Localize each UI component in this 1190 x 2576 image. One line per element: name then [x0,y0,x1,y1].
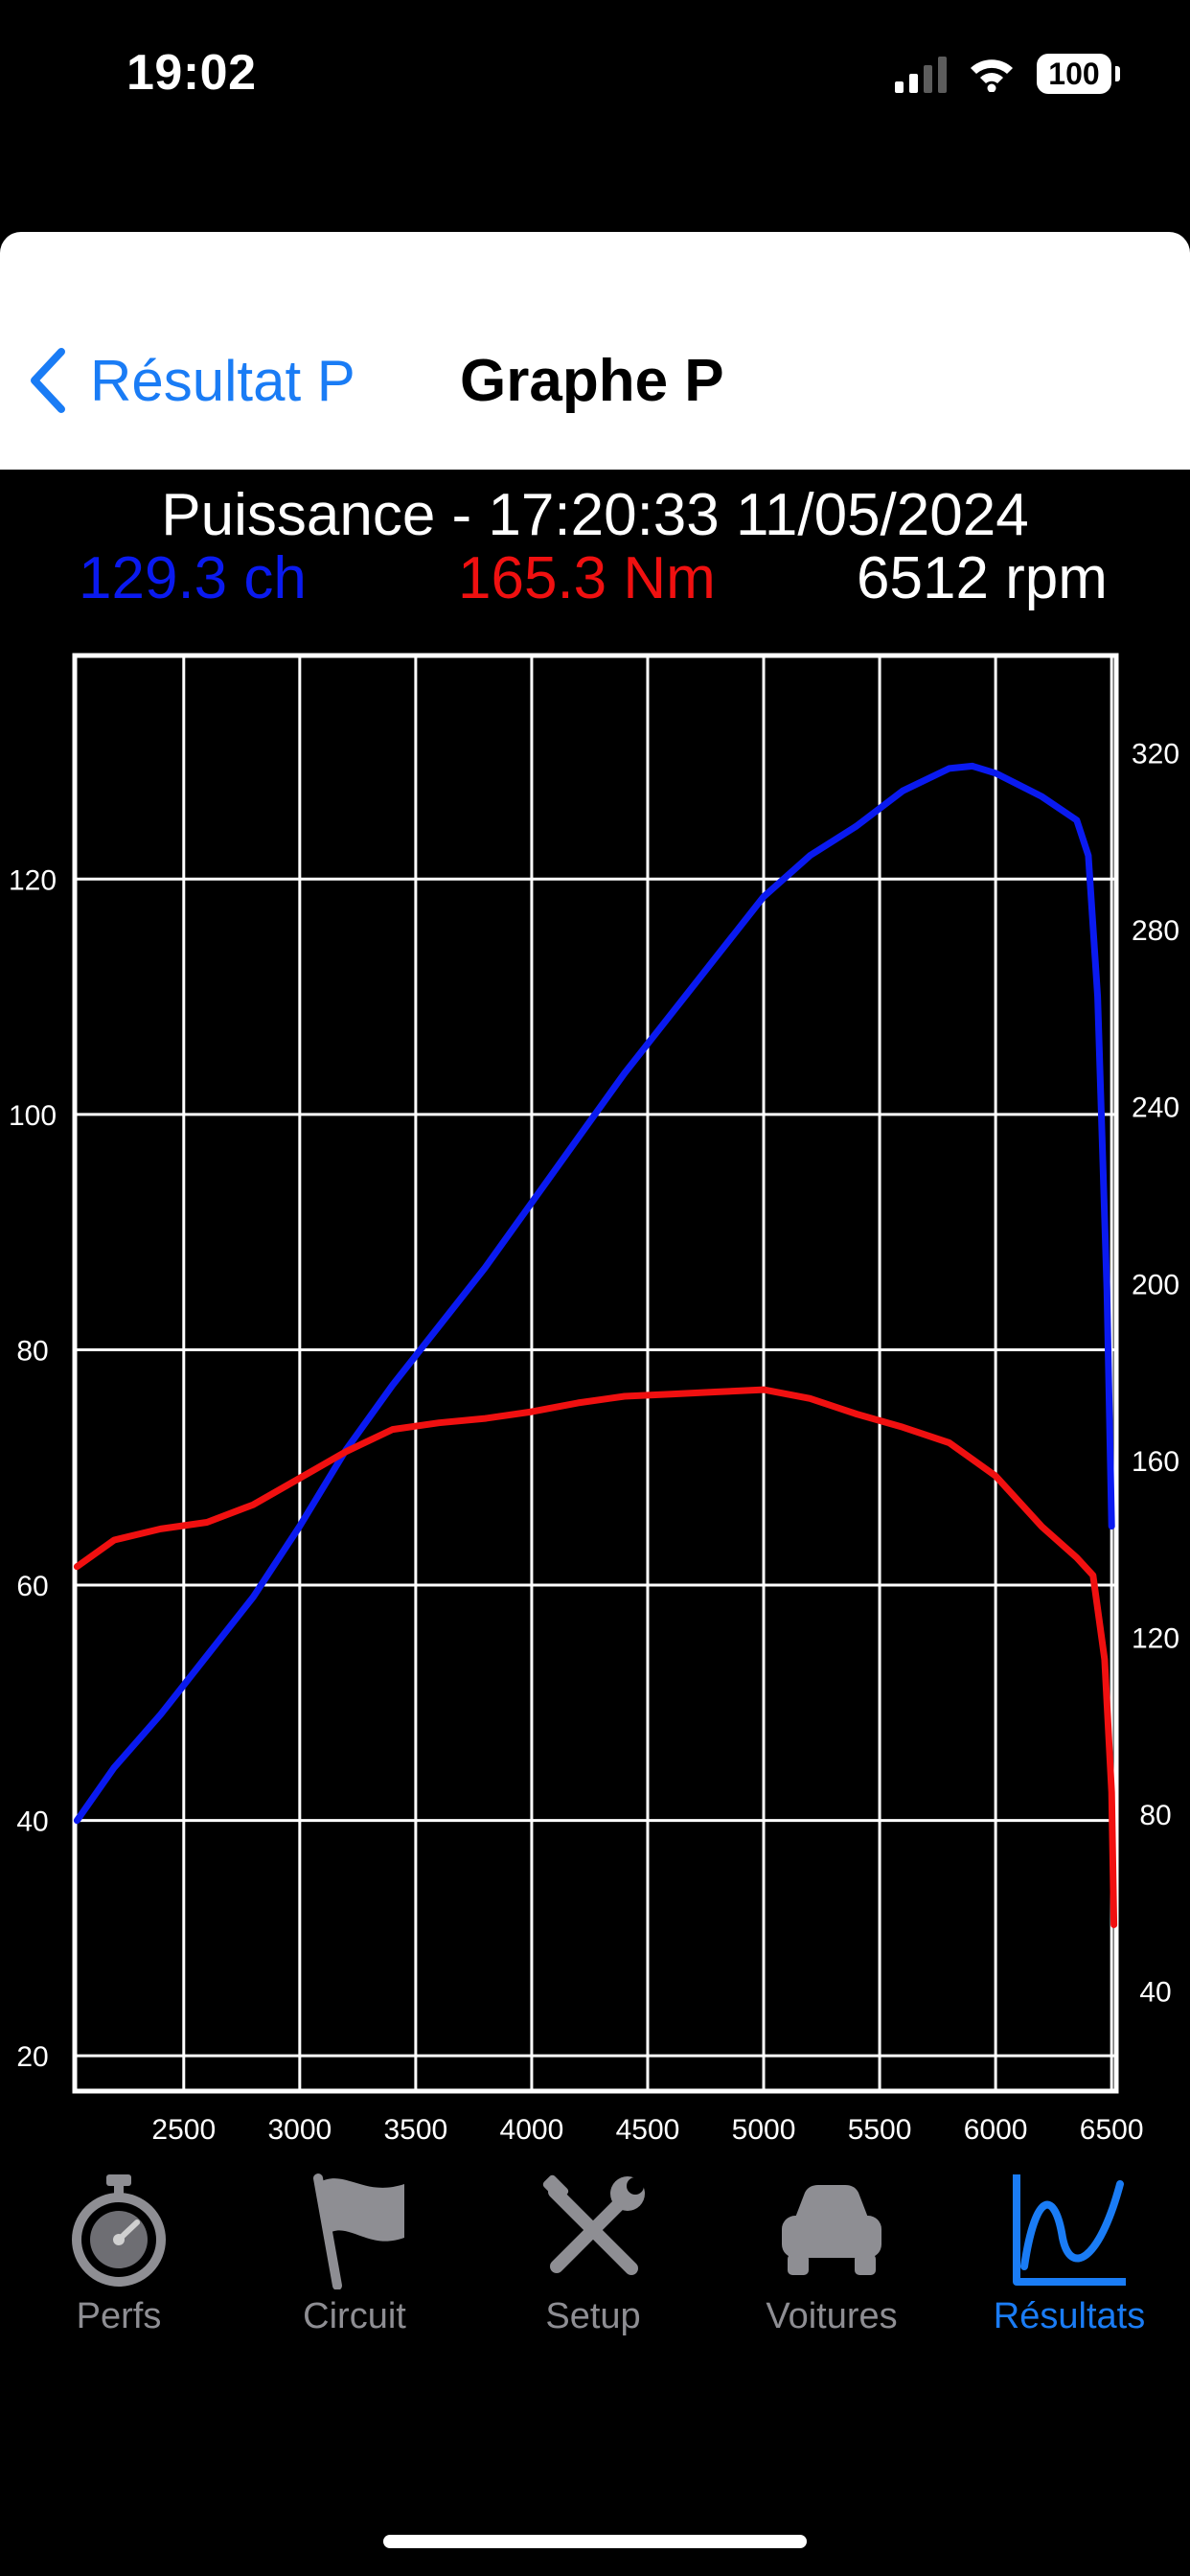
right-tick-label: 280 [1132,915,1179,947]
wifi-icon [971,59,1013,92]
left-tick-label: 80 [16,1335,48,1367]
chart-title: Puissance - 17:20:33 11/05/2024 [161,482,1029,548]
tab-setup-label: Setup [545,2296,641,2336]
x-tick-label: 6500 [1080,2114,1144,2146]
x-tick-label: 2500 [151,2114,216,2146]
x-tick-label: 5500 [848,2114,912,2146]
navigation-bar: Résultat P Graphe P [0,232,1190,470]
torque-readout: 165.3 Nm [458,545,716,611]
x-tick-label: 6000 [964,2114,1028,2146]
right-tick-label: 40 [1139,1977,1171,2009]
chevron-left-icon [31,348,65,413]
power-curve [73,762,1115,1825]
home-indicator [383,2535,807,2548]
tools-icon [542,2174,645,2275]
tab-perfs-label: Perfs [76,2296,162,2336]
left-tick-label: 60 [16,1571,48,1602]
right-tick-label: 160 [1132,1446,1179,1478]
back-button-label: Résultat P [90,348,355,413]
x-tick-label: 3000 [267,2114,332,2146]
x-tick-label: 3500 [384,2114,448,2146]
left-tick-label: 100 [9,1100,57,1132]
tab-voitures[interactable]: Voitures [726,2168,937,2337]
left-tick-label: 20 [16,2041,48,2073]
power-readout: 129.3 ch [79,545,307,611]
tab-resultats[interactable]: Résultats [964,2168,1175,2337]
x-tick-label: 5000 [732,2114,796,2146]
right-tick-label: 240 [1132,1092,1179,1124]
tab-circuit-label: Circuit [303,2296,406,2336]
stopwatch-icon [72,2174,166,2287]
left-tick-label: 120 [9,864,57,896]
torque-curve [73,1386,1118,1928]
car-icon [782,2185,881,2275]
tab-voitures-label: Voitures [766,2296,898,2336]
x-tick-label: 4000 [500,2114,564,2146]
back-button[interactable]: Résultat P [29,347,355,414]
right-tick-label: 320 [1132,739,1179,770]
tab-circuit[interactable]: Circuit [249,2168,460,2337]
flag-icon [313,2174,404,2289]
page-title: Graphe P [460,348,724,414]
cellular-signal-icon [895,55,947,93]
power-torque-chart: 2500 3000 3500 4000 4500 5000 5500 6000 6500 20 40… [9,653,1179,2146]
rpm-readout: 6512 rpm [857,545,1108,611]
plot-area [72,653,1119,2094]
right-tick-label: 120 [1132,1623,1179,1655]
tab-setup[interactable]: Setup [488,2168,698,2337]
right-tick-label: 80 [1139,1800,1171,1831]
battery-icon: 100 [1037,54,1120,94]
x-tick-label: 4500 [616,2114,680,2146]
tab-resultats-label: Résultats [993,2296,1146,2336]
left-tick-label: 40 [16,1806,48,1838]
status-time: 19:02 [126,45,257,101]
right-tick-label: 200 [1132,1269,1179,1300]
graph-icon [1013,2174,1126,2286]
tab-perfs[interactable]: Perfs [13,2168,224,2337]
status-icons: 100 [895,54,1120,94]
